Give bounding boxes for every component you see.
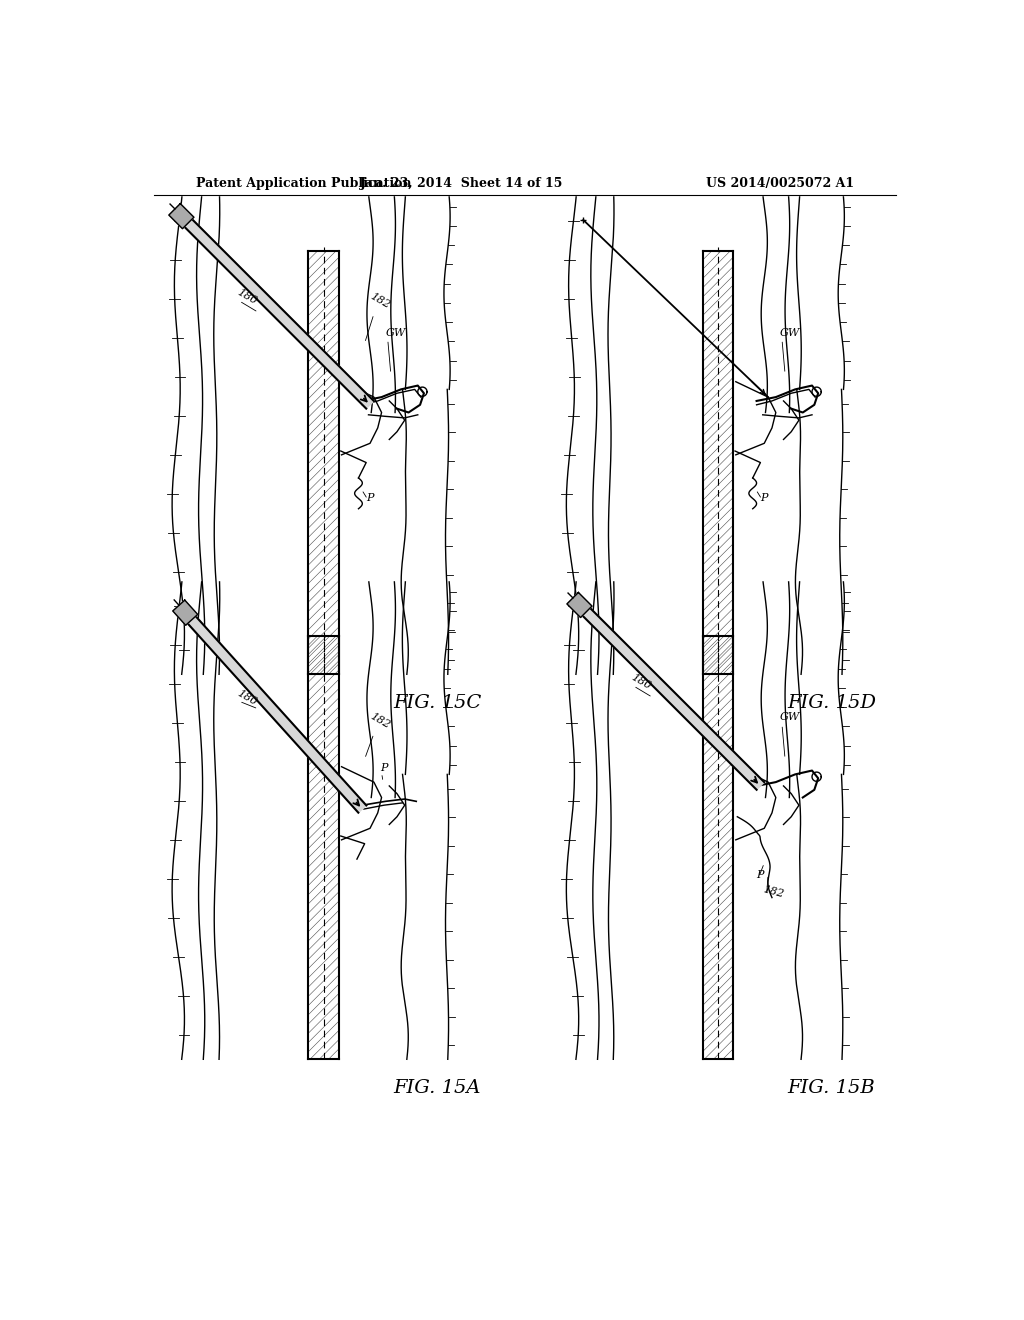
Polygon shape xyxy=(181,609,367,813)
Text: FIG. 15A: FIG. 15A xyxy=(393,1078,480,1097)
Text: 180: 180 xyxy=(236,688,259,708)
Text: P: P xyxy=(380,763,387,772)
Polygon shape xyxy=(169,203,194,228)
Text: 182: 182 xyxy=(368,292,391,310)
Text: GW: GW xyxy=(779,713,800,722)
Polygon shape xyxy=(567,593,592,618)
Text: FIG. 15D: FIG. 15D xyxy=(787,693,877,711)
Text: Jan. 23, 2014  Sheet 14 of 15: Jan. 23, 2014 Sheet 14 of 15 xyxy=(360,177,563,190)
Text: 180: 180 xyxy=(236,288,259,306)
Text: FIG. 15C: FIG. 15C xyxy=(393,693,481,711)
Text: P: P xyxy=(757,870,764,880)
Text: GW: GW xyxy=(779,327,800,338)
Text: FIG. 15B: FIG. 15B xyxy=(787,1078,876,1097)
Polygon shape xyxy=(173,601,198,626)
Text: GW: GW xyxy=(385,327,406,338)
Text: 182: 182 xyxy=(368,711,391,730)
Text: 180: 180 xyxy=(630,672,653,692)
Text: P: P xyxy=(761,494,768,503)
Text: P: P xyxy=(367,494,374,503)
Text: 182: 182 xyxy=(762,884,785,900)
Text: Patent Application Publication: Patent Application Publication xyxy=(196,177,412,190)
Polygon shape xyxy=(575,601,764,789)
Polygon shape xyxy=(177,213,374,409)
Text: US 2014/0025072 A1: US 2014/0025072 A1 xyxy=(707,177,854,190)
